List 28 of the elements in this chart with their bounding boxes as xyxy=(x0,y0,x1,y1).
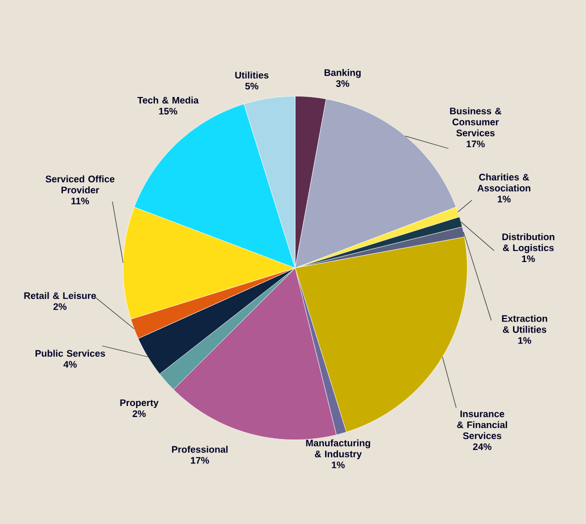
slice-label: Business & Consumer Services xyxy=(450,107,502,136)
data-label: 3% xyxy=(336,80,350,87)
slice-label: Serviced Office Provider xyxy=(46,175,114,194)
data-label: 1% xyxy=(522,255,535,262)
data-label: 17% xyxy=(190,457,210,464)
data-label: 4% xyxy=(63,361,77,368)
data-label: 11% xyxy=(71,198,90,204)
data-label: 1% xyxy=(332,462,345,468)
slice-label: Charities & Association xyxy=(477,174,530,192)
slice-label: Retail & Leisure xyxy=(24,292,96,300)
slice-label: Utilities xyxy=(235,72,269,79)
data-label: 1% xyxy=(498,196,511,202)
slice-label: Banking xyxy=(324,69,361,78)
slice-label: Distribution & Logistics xyxy=(502,233,554,254)
slice-label: Insurance & Financial Services xyxy=(457,410,508,440)
data-label: 1% xyxy=(518,337,532,344)
slice-label: Property xyxy=(120,399,159,408)
data-label: 5% xyxy=(245,82,258,90)
slice-label: Public Services xyxy=(36,350,106,357)
slice-label: Professional xyxy=(172,446,228,453)
data-label: 17% xyxy=(466,140,485,148)
slice-label: Manufacturing & Industry xyxy=(306,439,370,460)
data-label: 2% xyxy=(132,410,146,418)
data-label: 24% xyxy=(473,443,492,450)
slice-label: Extraction & Utilities xyxy=(502,314,548,333)
slice-label: Tech & Media xyxy=(137,96,199,104)
data-label: 15% xyxy=(159,108,178,115)
data-label: 2% xyxy=(53,303,67,310)
